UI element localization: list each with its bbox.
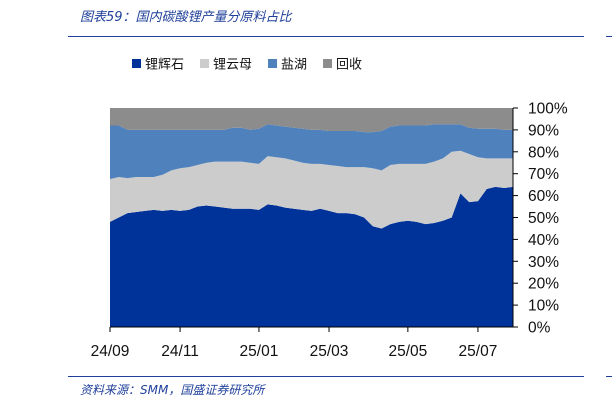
y-tick-label: 100% xyxy=(528,101,568,118)
legend-label-3: 盐湖 xyxy=(281,58,307,73)
area-series-3 xyxy=(110,124,513,180)
legend-swatch-4 xyxy=(323,59,333,68)
area-series-1 xyxy=(110,186,513,327)
figure-title: 图表59：国内碳酸锂产量分原料占比 xyxy=(80,10,292,25)
x-tick-label: 24/09 xyxy=(91,343,130,360)
bottom-rule-stub xyxy=(606,376,612,377)
area-series-2 xyxy=(110,150,513,229)
x-tick-label: 25/01 xyxy=(240,343,279,360)
axes: 0% 10% 20% 30% 40% 50% 60% 70% 80% 90% 100% 24/09 24… xyxy=(91,101,568,361)
legend-label-2: 锂云母 xyxy=(213,58,252,73)
y-tick-label: 0% xyxy=(528,320,551,337)
x-tick-label: 24/11 xyxy=(161,343,199,360)
legend-swatch-2 xyxy=(200,59,210,68)
legend-label-1: 锂辉石 xyxy=(145,58,184,73)
top-rule xyxy=(68,36,584,37)
y-tick-label: 50% xyxy=(528,210,559,227)
x-tick-label: 25/07 xyxy=(459,343,498,360)
y-tick-label: 20% xyxy=(528,276,559,293)
legend-swatch-3 xyxy=(268,59,278,68)
y-tick-label: 10% xyxy=(528,298,559,315)
x-tick-label: 25/03 xyxy=(310,343,349,360)
y-tick-label: 60% xyxy=(528,188,559,205)
legend-swatch-1 xyxy=(132,59,141,68)
y-tick-label: 40% xyxy=(528,232,559,249)
source-note: 资料来源：SMM，国盛证券研究所 xyxy=(80,383,265,397)
legend: 锂辉石 锂云母 盐湖 回收 xyxy=(132,58,362,73)
area-series-4 xyxy=(110,108,513,133)
area-series-group xyxy=(110,108,513,327)
top-rule-stub xyxy=(606,36,612,37)
y-tick-label: 90% xyxy=(528,122,559,139)
bottom-rule xyxy=(68,376,584,377)
legend-label-4: 回收 xyxy=(336,58,362,73)
y-tick-label: 80% xyxy=(528,144,559,161)
y-tick-label: 30% xyxy=(528,254,559,271)
y-tick-label: 70% xyxy=(528,166,559,183)
x-tick-label: 25/05 xyxy=(388,343,427,360)
